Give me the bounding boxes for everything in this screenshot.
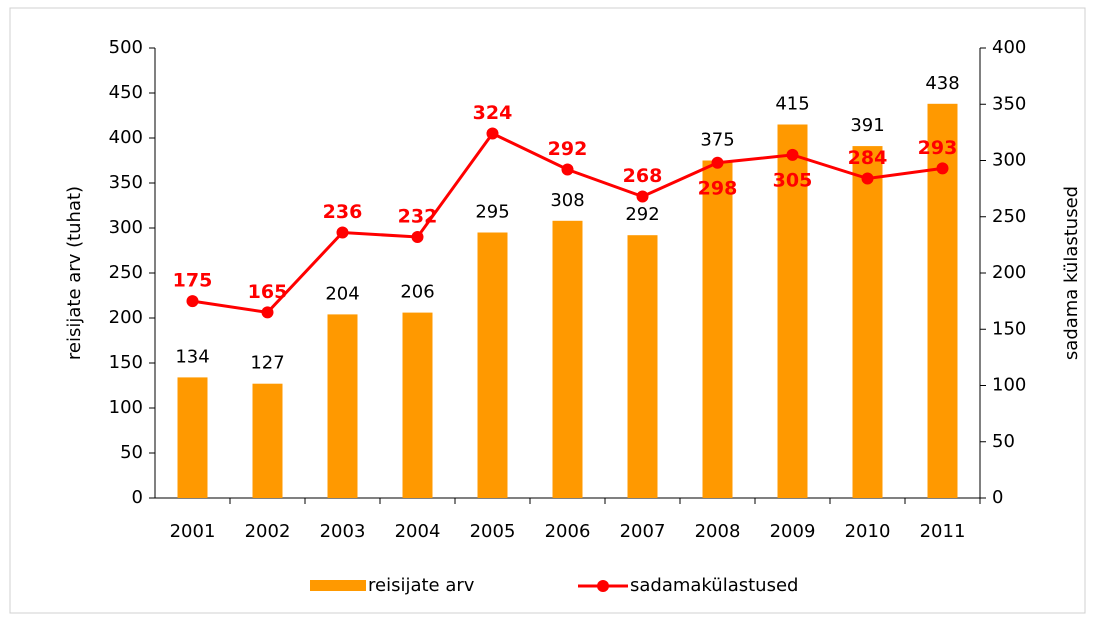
bar-value-label: 438 — [925, 73, 959, 94]
bar — [327, 314, 358, 498]
line-point — [786, 148, 799, 161]
line-value-label: 292 — [548, 138, 588, 160]
y2-tick-label: 150 — [992, 318, 1026, 339]
y-tick-label: 400 — [109, 127, 143, 148]
bar — [627, 235, 658, 498]
bar — [252, 383, 283, 498]
bar-value-label: 295 — [475, 202, 509, 223]
bar-value-label: 206 — [400, 282, 434, 303]
x-tick-label: 2011 — [920, 521, 966, 542]
line-point — [861, 172, 874, 185]
line-point — [336, 226, 349, 239]
line-value-label: 165 — [248, 281, 288, 303]
line-point — [486, 127, 499, 140]
line-value-label: 324 — [473, 102, 513, 124]
frame — [9, 7, 1086, 614]
bar-value-label: 292 — [625, 204, 659, 225]
line-point — [711, 156, 724, 169]
line-value-label: 284 — [848, 147, 888, 169]
y2-tick-label: 50 — [992, 431, 1015, 452]
line-value-label: 298 — [698, 177, 738, 199]
legend-label: reisijate arv — [368, 575, 475, 596]
bar-value-label: 391 — [850, 115, 884, 136]
x-tick-label: 2007 — [620, 521, 666, 542]
line-point — [186, 295, 199, 308]
y-tick-label: 50 — [120, 442, 143, 463]
x-tick-label: 2009 — [770, 521, 816, 542]
y2-axis-label: sadama külastused — [1061, 186, 1082, 360]
line-point — [411, 231, 424, 243]
line-point — [561, 163, 574, 176]
y2-tick-label: 250 — [992, 206, 1026, 227]
line-point — [636, 190, 649, 203]
x-tick-label: 2010 — [845, 521, 891, 542]
y2-tick-label: 0 — [992, 487, 1003, 508]
legend-label: sadamakülastused — [630, 575, 798, 596]
y2-tick-label: 200 — [992, 262, 1026, 283]
bar-value-label: 375 — [700, 130, 734, 151]
y2-tick-label: 100 — [992, 375, 1026, 396]
bar — [177, 377, 208, 498]
line-value-label: 268 — [623, 165, 663, 187]
bar-value-label: 204 — [325, 283, 359, 304]
y2-tick-label: 350 — [992, 93, 1026, 114]
line-value-label: 175 — [173, 270, 213, 292]
x-tick-label: 2002 — [245, 521, 291, 542]
bar-value-label: 415 — [775, 94, 809, 115]
y-tick-label: 450 — [109, 82, 143, 103]
line-value-label: 305 — [773, 169, 813, 191]
bar — [777, 124, 808, 498]
x-tick-label: 2004 — [395, 521, 441, 542]
x-tick-label: 2008 — [695, 521, 741, 542]
y-tick-label: 0 — [132, 487, 143, 508]
bar — [402, 312, 433, 498]
legend-swatch — [310, 580, 366, 591]
x-tick-label: 2003 — [320, 521, 366, 542]
y2-tick-label: 400 — [992, 37, 1026, 58]
x-tick-label: 2001 — [170, 521, 216, 542]
bar — [477, 232, 508, 498]
y2-tick-label: 300 — [992, 150, 1026, 171]
bar-value-label: 308 — [550, 190, 584, 211]
y-tick-label: 500 — [109, 37, 143, 58]
bar — [852, 146, 883, 498]
y-tick-label: 300 — [109, 217, 143, 238]
bar — [702, 160, 733, 498]
line-value-label: 236 — [323, 201, 363, 223]
line-point — [936, 162, 949, 175]
line-value-label: 293 — [918, 137, 958, 159]
y-axis-label: reisijate arv (tuhat) — [64, 186, 85, 360]
legend-swatch — [597, 580, 609, 592]
bar — [552, 220, 583, 499]
line-point — [261, 306, 274, 319]
bar-value-label: 134 — [175, 346, 209, 367]
y-tick-label: 350 — [109, 172, 143, 193]
y-tick-label: 200 — [109, 307, 143, 328]
y-tick-label: 150 — [109, 352, 143, 373]
bar-value-label: 127 — [250, 353, 284, 374]
y-tick-label: 100 — [109, 397, 143, 418]
line-value-label: 232 — [398, 206, 438, 228]
x-tick-label: 2005 — [470, 521, 516, 542]
y-tick-label: 250 — [109, 262, 143, 283]
x-tick-label: 2006 — [545, 521, 591, 542]
